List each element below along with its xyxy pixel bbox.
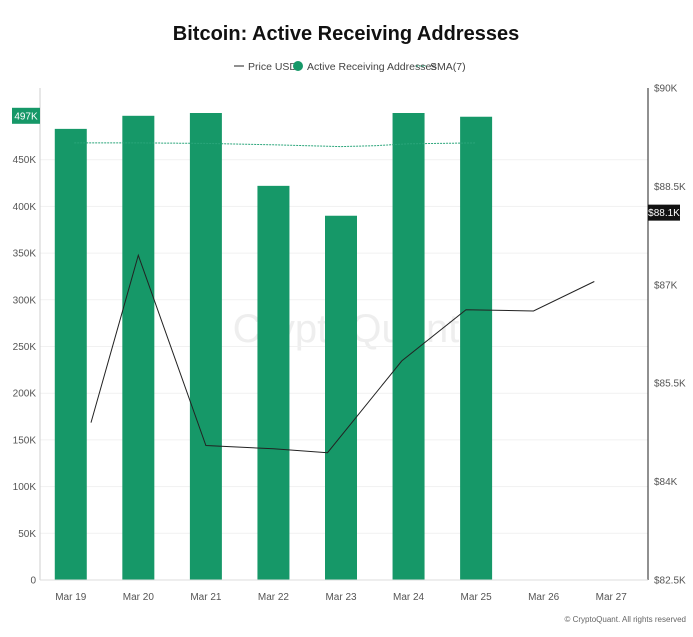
- bar-mar-21[interactable]: [189, 113, 222, 580]
- x-tick-label: Mar 27: [596, 592, 628, 603]
- right-tick-label: $90K: [654, 84, 678, 95]
- series-lines: [74, 142, 595, 454]
- right-tick-label: $87K: [654, 280, 678, 291]
- legend-sma-label[interactable]: SMA(7): [430, 61, 466, 73]
- left-tick-label: 400K: [13, 202, 37, 213]
- value-callouts: 497K $88.1K: [12, 107, 680, 221]
- sma-7-line[interactable]: [74, 142, 477, 148]
- x-tick-label: Mar 21: [190, 592, 222, 603]
- price-usd-line[interactable]: [90, 253, 595, 454]
- left-tick-label: 300K: [13, 295, 37, 306]
- left-tick-label: 150K: [13, 435, 37, 446]
- bars: [54, 113, 493, 581]
- left-axis-ticks: 0 50K 100K 150K 200K 250K 300K 350K 400K 450K: [13, 155, 37, 586]
- left-tick-label: 350K: [13, 249, 37, 260]
- chart-title: Bitcoin: Active Receiving Addresses: [173, 23, 519, 45]
- bar-mar-22[interactable]: [257, 185, 290, 581]
- left-value-callout: 497K: [14, 111, 38, 122]
- right-axis-ticks: $82.5K $84K $85.5K $87K $88.5K $90K: [654, 84, 686, 587]
- legend-active-addresses-swatch: [293, 61, 303, 71]
- x-tick-label: Mar 20: [123, 592, 155, 603]
- x-tick-label: Mar 23: [325, 592, 357, 603]
- right-value-callout: $88.1K: [648, 208, 680, 219]
- x-tick-label: Mar 25: [461, 592, 493, 603]
- left-tick-label: 100K: [13, 482, 37, 493]
- x-tick-label: Mar 19: [55, 592, 87, 603]
- left-tick-label: 450K: [13, 155, 37, 166]
- x-tick-label: Mar 22: [258, 592, 290, 603]
- x-tick-label: Mar 24: [393, 592, 425, 603]
- left-tick-label: 200K: [13, 389, 37, 400]
- axes: [39, 88, 649, 581]
- bar-mar-25[interactable]: [460, 116, 493, 581]
- right-tick-label: $84K: [654, 477, 678, 488]
- bar-mar-23[interactable]: [325, 215, 357, 581]
- right-tick-label: $85.5K: [654, 379, 686, 390]
- x-axis-ticks: Mar 19 Mar 20 Mar 21 Mar 22 Mar 23 Mar 24 Mar …: [55, 592, 627, 603]
- right-tick-label: $82.5K: [654, 576, 686, 587]
- right-value-callout-box: [648, 204, 680, 221]
- legend-price-label[interactable]: Price USD: [248, 61, 297, 73]
- left-value-callout-box: [12, 107, 40, 124]
- left-tick-label: 250K: [13, 342, 37, 353]
- right-tick-label: $88.5K: [654, 182, 686, 193]
- left-tick-label: 50K: [18, 529, 36, 540]
- bar-mar-19[interactable]: [54, 128, 87, 581]
- left-tick-label: 0: [30, 576, 36, 587]
- legend-active-addresses-label[interactable]: Active Receiving Addresses: [307, 61, 437, 73]
- legend[interactable]: Price USD Active Receiving Addresses SMA…: [234, 61, 466, 73]
- bar-mar-20[interactable]: [122, 115, 155, 580]
- x-tick-label: Mar 26: [528, 592, 560, 603]
- copyright: © CryptoQuant. All rights reserved: [565, 615, 687, 624]
